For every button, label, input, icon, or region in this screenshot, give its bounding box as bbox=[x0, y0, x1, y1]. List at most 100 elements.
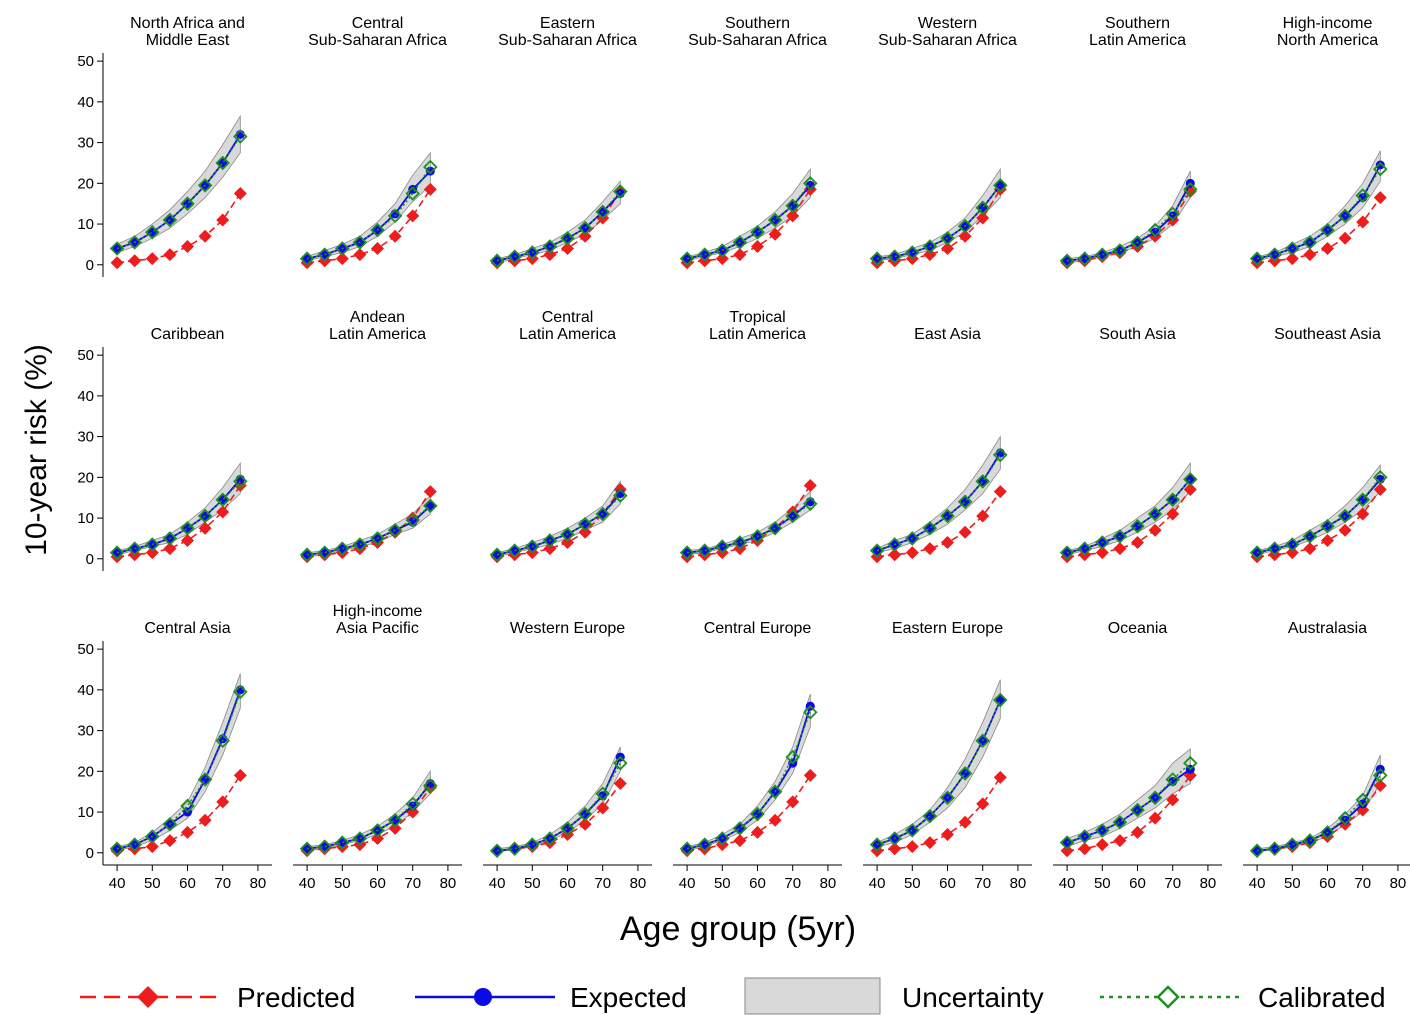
x-tick-label: 40 bbox=[489, 875, 506, 892]
calibrated-marker bbox=[109, 841, 125, 856]
panel: Central Asia 0 10 20 30 40 50 40 50 60 70 80 bbox=[77, 620, 272, 892]
calibrated-marker bbox=[1059, 253, 1075, 268]
calibrated-marker bbox=[750, 806, 765, 822]
predicted-marker bbox=[1373, 779, 1387, 793]
calibrated-marker bbox=[405, 796, 420, 812]
calibrated-marker bbox=[317, 839, 332, 854]
calibrated-line bbox=[1066, 188, 1191, 262]
calibrated-marker bbox=[767, 784, 783, 799]
predicted-marker bbox=[888, 842, 902, 856]
calibrated-marker bbox=[905, 823, 920, 838]
panel: Australasia 40 50 60 70 80 bbox=[1243, 620, 1410, 892]
calibrated-marker bbox=[1095, 823, 1110, 838]
calibrated-marker bbox=[1320, 825, 1335, 840]
calibrated-marker bbox=[1147, 506, 1163, 522]
calibrated-marker bbox=[922, 239, 938, 254]
calibrated-marker bbox=[785, 198, 800, 213]
expected-marker bbox=[907, 248, 917, 258]
panel-title: Southern bbox=[725, 15, 790, 32]
panel-title: Tropical bbox=[729, 309, 785, 326]
x-tick-label: 50 bbox=[1094, 875, 1111, 892]
expected-marker bbox=[700, 546, 710, 556]
legend-swatch bbox=[744, 977, 881, 1015]
calibrated-marker bbox=[1059, 835, 1075, 850]
calibrated-marker bbox=[940, 508, 955, 524]
calibrated-marker bbox=[299, 841, 315, 856]
predicted-marker bbox=[406, 209, 420, 223]
predicted-marker bbox=[888, 548, 902, 562]
calibrated-marker bbox=[767, 520, 783, 536]
calibrated-marker bbox=[595, 786, 610, 801]
calibrated-marker bbox=[1165, 492, 1180, 507]
panel-title: Latin America bbox=[709, 326, 806, 343]
predicted-marker bbox=[786, 795, 800, 809]
predicted-marker bbox=[1078, 842, 1092, 856]
calibrated-marker bbox=[507, 543, 522, 558]
calibrated-marker bbox=[869, 251, 885, 266]
expected-line bbox=[686, 705, 812, 850]
predicted-marker bbox=[1148, 523, 1162, 537]
predicted-marker bbox=[976, 211, 990, 225]
calibrated-line bbox=[116, 691, 242, 850]
calibrated-marker bbox=[1077, 829, 1092, 844]
calibrated-marker bbox=[887, 537, 902, 552]
calibrated-marker bbox=[560, 231, 575, 246]
predicted-marker bbox=[1321, 241, 1334, 255]
calibrated-marker bbox=[803, 176, 818, 191]
predicted-marker bbox=[941, 535, 954, 549]
predicted-marker bbox=[128, 254, 142, 268]
calibrated-marker bbox=[352, 831, 368, 846]
x-tick-label: 80 bbox=[440, 875, 457, 892]
x-tick-label: 50 bbox=[1284, 875, 1301, 892]
calibrated-marker bbox=[1355, 492, 1370, 507]
legend-marker bbox=[1156, 985, 1180, 1009]
x-tick-label: 40 bbox=[1249, 875, 1266, 892]
calibrated-marker bbox=[525, 539, 540, 554]
calibrated-marker bbox=[215, 492, 230, 507]
panel: Oceania 40 50 60 70 80 bbox=[1053, 620, 1222, 892]
panel: Eastern Europe 40 50 60 70 80 bbox=[863, 620, 1032, 892]
predicted-marker bbox=[1166, 793, 1180, 807]
predicted-marker bbox=[1373, 191, 1387, 205]
panel-title: Western bbox=[918, 15, 977, 32]
calibrated-line bbox=[876, 184, 1001, 260]
predicted-marker bbox=[905, 840, 919, 854]
panel-title: Oceania bbox=[1108, 620, 1168, 637]
predicted-marker bbox=[993, 770, 1007, 784]
calibrated-marker bbox=[423, 159, 438, 175]
panel: Caribbean 0 10 20 30 40 50 bbox=[77, 326, 248, 571]
expected-marker bbox=[1323, 521, 1332, 531]
calibrated-marker bbox=[1285, 837, 1300, 852]
panel-title: Southeast Asia bbox=[1274, 326, 1381, 343]
panel-title: Sub-Saharan Africa bbox=[308, 32, 447, 49]
x-tick-label: 60 bbox=[179, 875, 196, 892]
calibrated-marker bbox=[197, 772, 213, 787]
predicted-marker bbox=[198, 229, 212, 243]
calibrated-marker bbox=[1147, 222, 1163, 238]
predicted-marker bbox=[1131, 535, 1144, 549]
expected-marker bbox=[320, 842, 330, 852]
predicted-marker bbox=[768, 813, 782, 827]
predicted-marker bbox=[216, 505, 230, 519]
calibrated-marker bbox=[767, 212, 783, 228]
calibrated-marker bbox=[489, 843, 505, 859]
expected-line bbox=[116, 689, 242, 850]
y-tick-label: 50 bbox=[77, 641, 94, 658]
calibrated-marker bbox=[180, 520, 195, 536]
y-axis-label: 10-year risk (%) bbox=[20, 344, 53, 556]
predicted-marker bbox=[1285, 252, 1299, 266]
calibrated-marker bbox=[732, 235, 748, 250]
predicted-marker bbox=[905, 546, 919, 560]
expected-marker bbox=[320, 548, 330, 558]
calibrated-line bbox=[686, 711, 812, 850]
calibrated-marker bbox=[1373, 768, 1388, 783]
panel-title: East Asia bbox=[914, 326, 981, 343]
calibrated-marker bbox=[1285, 537, 1300, 552]
calibrated-marker bbox=[869, 837, 885, 852]
x-tick-label: 80 bbox=[820, 875, 837, 892]
x-axis-label: Age group (5yr) bbox=[620, 910, 856, 948]
uncertainty-band bbox=[686, 693, 811, 852]
